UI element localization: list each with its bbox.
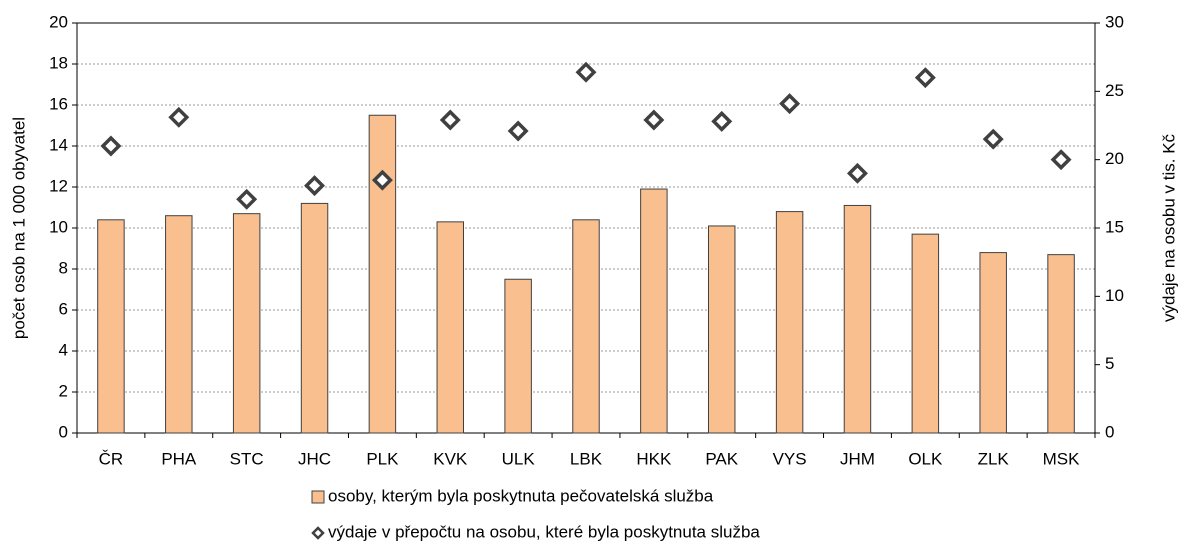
bar	[232, 213, 261, 434]
bar	[368, 114, 397, 434]
y2-tick-label: 25	[1105, 81, 1124, 100]
y-tick-label: 14	[49, 135, 68, 154]
x-tick-label: JHM	[840, 449, 875, 468]
y-tick-label: 6	[59, 299, 68, 318]
bar	[979, 252, 1007, 434]
diamond-marker	[643, 109, 665, 131]
diamond-marker	[914, 67, 936, 89]
y-tick-label: 20	[49, 12, 68, 31]
y-tick-label: 0	[59, 422, 68, 441]
diamond-marker	[304, 175, 326, 197]
x-tick-label: LBK	[570, 449, 603, 468]
bar	[775, 211, 804, 434]
y2-tick-label: 15	[1105, 217, 1124, 236]
diamond-marker	[439, 109, 461, 131]
x-tick-label: ULK	[502, 449, 536, 468]
y2-axis-label: výdaje na osobu v tis. Kč	[1159, 133, 1178, 322]
diamond-marker	[779, 93, 801, 115]
y-tick-label: 4	[59, 340, 68, 359]
diamond-marker	[711, 110, 733, 132]
y-tick-label: 18	[49, 53, 68, 72]
y2-tick-label: 10	[1105, 286, 1124, 305]
x-tick-label: KVK	[433, 449, 468, 468]
diamond-marker	[371, 169, 393, 191]
legend-label: výdaje v přepočtu na osobu, které byla p…	[328, 522, 760, 541]
y2-tick-label: 30	[1105, 12, 1124, 31]
diamond-marker	[575, 61, 597, 83]
bar	[436, 221, 465, 434]
diamond-marker	[168, 106, 190, 128]
x-tick-label: JHC	[298, 449, 331, 468]
diamond-marker	[846, 162, 868, 184]
bar	[165, 215, 193, 434]
y-tick-label: 16	[49, 94, 68, 113]
x-tick-label: PLK	[366, 449, 399, 468]
diamond-marker	[1050, 149, 1072, 171]
y-tick-label: 2	[59, 381, 68, 400]
bar	[504, 278, 532, 434]
bar	[640, 188, 668, 434]
y-tick-label: 10	[49, 217, 68, 236]
bar	[911, 233, 940, 434]
bar	[300, 202, 329, 434]
y2-tick-label: 5	[1105, 354, 1114, 373]
legend-swatch	[311, 490, 325, 504]
x-tick-label: PHA	[161, 449, 197, 468]
legend-label: osoby, kterým byla poskytnuta pečovatels…	[328, 486, 714, 505]
bar	[97, 219, 125, 434]
x-tick-label: HKK	[636, 449, 672, 468]
diamond-marker	[236, 188, 258, 210]
bar	[1047, 254, 1075, 434]
x-tick-label: MSK	[1043, 449, 1081, 468]
x-tick-label: VYS	[773, 449, 807, 468]
diamond-marker	[100, 135, 122, 157]
x-tick-label: PAK	[705, 449, 738, 468]
bar	[843, 204, 872, 434]
y2-tick-label: 0	[1105, 422, 1114, 441]
legend-swatch	[311, 526, 325, 540]
bar	[707, 225, 736, 434]
diamond-marker	[982, 128, 1004, 150]
x-tick-label: ČR	[99, 449, 124, 468]
x-tick-label: STC	[230, 449, 264, 468]
bar	[572, 219, 600, 434]
y-tick-label: 12	[49, 176, 68, 195]
x-tick-label: ZLK	[978, 449, 1010, 468]
diamond-marker	[507, 120, 529, 142]
y-axis-label: počet osob na 1 000 obyvatel	[9, 117, 28, 339]
y-tick-label: 8	[59, 258, 68, 277]
y2-tick-label: 20	[1105, 149, 1124, 168]
x-tick-label: OLK	[908, 449, 943, 468]
